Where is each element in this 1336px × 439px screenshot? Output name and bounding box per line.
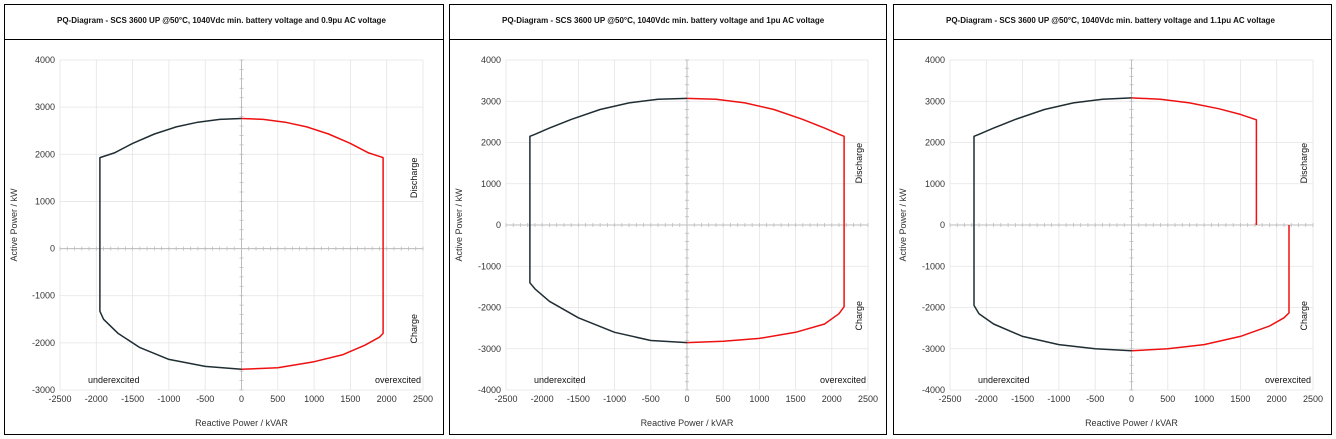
x-tick-label: 2000 — [1267, 394, 1287, 404]
x-tick-label: -500 — [196, 394, 214, 404]
x-tick-label: -1500 — [567, 394, 590, 404]
y-tick-label: 0 — [940, 220, 945, 230]
pq-chart-0: -2500 -2000 -1500 -1000 -500 0 500 1000 1500 2000… — [9, 55, 433, 428]
y-tick-label: -3000 — [922, 344, 945, 354]
x-tick-label: 2500 — [1303, 394, 1323, 404]
y-tick-label: 1000 — [481, 179, 501, 189]
y-tick-label: -4000 — [922, 385, 945, 395]
series-line — [1131, 225, 1290, 352]
y-tick-label: 2000 — [481, 138, 501, 148]
y-tick-label: 2000 — [35, 149, 55, 159]
underexcited-label: underexcited — [534, 375, 586, 385]
x-tick-label: 0 — [239, 394, 244, 404]
y-tick-label: 0 — [496, 220, 501, 230]
discharge-label: Discharge — [854, 143, 864, 184]
underexcited-label: underexcited — [978, 375, 1030, 385]
x-tick-label: 2000 — [822, 394, 842, 404]
chart-panel-2: PQ-Diagram - SCS 3600 UP @50°C, 1040Vdc … — [893, 4, 1332, 435]
series-line — [973, 97, 1132, 352]
chart-title: PQ-Diagram - SCS 3600 UP @50°C, 1040Vdc … — [894, 5, 1331, 40]
discharge-label: Discharge — [1299, 143, 1309, 184]
x-tick-label: -2500 — [494, 394, 517, 404]
chart-title: PQ-Diagram - SCS 3600 UP @50°C, 1040Vdc … — [450, 5, 886, 40]
x-axis-label: Reactive Power / kVAR — [641, 418, 734, 428]
x-tick-label: -2000 — [85, 394, 108, 404]
y-axis-label: Active Power / kW — [454, 188, 464, 262]
x-tick-label: -2000 — [975, 394, 998, 404]
y-tick-label: 1000 — [35, 196, 55, 206]
x-tick-label: 0 — [684, 394, 689, 404]
y-tick-label: 4000 — [481, 55, 501, 65]
series-line — [99, 117, 242, 371]
x-tick-label: -500 — [1086, 394, 1104, 404]
chart-panel-0: PQ-Diagram - SCS 3600 UP @50°C, 1040Vdc … — [4, 4, 444, 435]
y-tick-label: -3000 — [32, 385, 55, 395]
underexcited-label: underexcited — [88, 375, 140, 385]
x-tick-label: 1000 — [1194, 394, 1214, 404]
charge-label: Charge — [1299, 301, 1309, 331]
x-tick-label: 1500 — [786, 394, 806, 404]
x-tick-label: 0 — [1129, 394, 1134, 404]
x-tick-label: -1000 — [603, 394, 626, 404]
x-tick-label: 2000 — [377, 394, 397, 404]
y-tick-label: 4000 — [925, 55, 945, 65]
x-tick-label: 2500 — [413, 394, 433, 404]
y-tick-label: -1000 — [32, 291, 55, 301]
x-tick-label: 1000 — [749, 394, 769, 404]
x-tick-label: 500 — [1160, 394, 1175, 404]
y-tick-label: -1000 — [922, 261, 945, 271]
x-tick-label: -1500 — [1011, 394, 1034, 404]
y-tick-label: 3000 — [481, 96, 501, 106]
y-tick-label: -2000 — [478, 303, 501, 313]
x-tick-label: 1500 — [340, 394, 360, 404]
y-tick-label: 4000 — [35, 55, 55, 65]
x-tick-label: 1500 — [1230, 394, 1250, 404]
y-axis-label: Active Power / kW — [9, 188, 19, 262]
y-axis-label: Active Power / kW — [898, 188, 908, 262]
discharge-label: Discharge — [409, 158, 419, 199]
y-tick-label: -4000 — [478, 385, 501, 395]
overexcited-label: overexcited — [375, 375, 421, 385]
overexcited-label: overexcited — [820, 375, 866, 385]
series-line — [1131, 97, 1258, 225]
y-tick-label: 1000 — [925, 179, 945, 189]
x-tick-label: 500 — [716, 394, 731, 404]
x-tick-label: -1500 — [121, 394, 144, 404]
charge-label: Charge — [854, 301, 864, 331]
pq-chart-1: -2500 -2000 -1500 -1000 -500 0 500 1000 1500 2000… — [454, 55, 878, 428]
series-line — [241, 117, 384, 371]
y-tick-label: -2000 — [922, 303, 945, 313]
x-axis-label: Reactive Power / kVAR — [195, 418, 288, 428]
y-tick-label: 3000 — [925, 96, 945, 106]
y-tick-label: 2000 — [925, 138, 945, 148]
y-tick-label: -1000 — [478, 261, 501, 271]
x-tick-label: 1000 — [304, 394, 324, 404]
y-tick-label: 3000 — [35, 102, 55, 112]
series-line — [686, 97, 845, 344]
x-tick-label: -500 — [642, 394, 660, 404]
x-tick-label: -2000 — [531, 394, 554, 404]
x-tick-label: -1000 — [157, 394, 180, 404]
x-tick-label: 500 — [270, 394, 285, 404]
y-tick-label: 0 — [50, 244, 55, 254]
y-tick-label: -3000 — [478, 344, 501, 354]
chart-title: PQ-Diagram - SCS 3600 UP @50°C, 1040Vdc … — [5, 5, 443, 40]
x-axis-label: Reactive Power / kVAR — [1085, 418, 1178, 428]
series-line — [529, 97, 688, 344]
x-tick-label: -2500 — [48, 394, 71, 404]
x-tick-label: -1000 — [1047, 394, 1070, 404]
charge-label: Charge — [409, 314, 419, 344]
x-tick-label: -2500 — [938, 394, 961, 404]
y-tick-label: -2000 — [32, 338, 55, 348]
overexcited-label: overexcited — [1265, 375, 1311, 385]
pq-chart-2: -2500 -2000 -1500 -1000 -500 0 500 1000 1500 2000… — [898, 55, 1323, 428]
chart-panel-1: PQ-Diagram - SCS 3600 UP @50°C, 1040Vdc … — [449, 4, 887, 435]
x-tick-label: 2500 — [858, 394, 878, 404]
